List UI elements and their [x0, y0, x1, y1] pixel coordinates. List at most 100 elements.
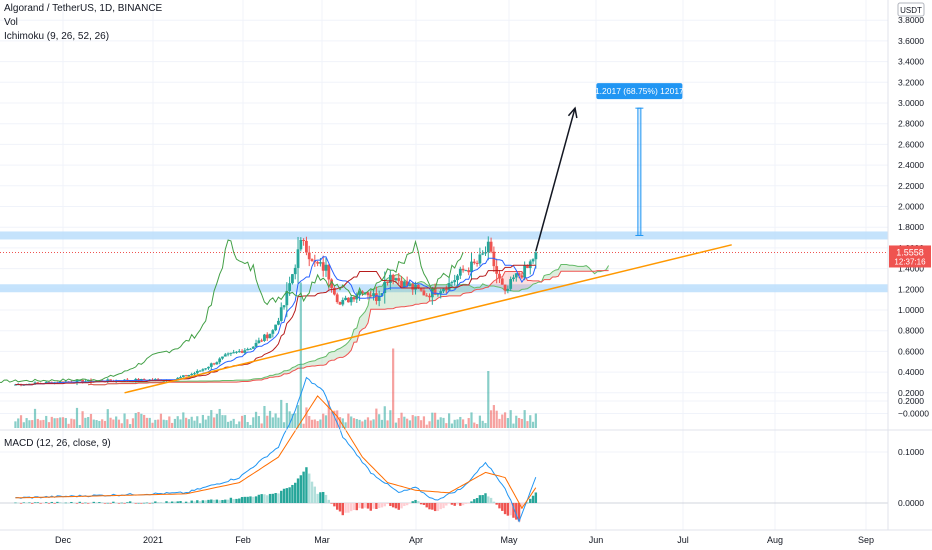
candle-body — [291, 274, 294, 284]
cloud-segment — [351, 329, 354, 351]
volume-bar — [229, 420, 232, 428]
macd-histogram-bar — [226, 499, 230, 503]
volume-bar — [168, 416, 171, 428]
price-axis-label: 0.6000 — [898, 346, 924, 356]
volume-bar — [75, 407, 79, 428]
volume-bar — [431, 412, 434, 428]
volume-bar — [310, 419, 314, 428]
volume-bar — [473, 422, 476, 428]
volume-bar — [246, 422, 249, 428]
volume-bar — [282, 422, 286, 428]
ichimoku-legend[interactable]: Ichimoku (9, 26, 52, 26) — [4, 31, 110, 42]
macd-histogram-bar — [81, 503, 84, 504]
candle-body — [377, 296, 381, 301]
macd-histogram-bar — [168, 501, 171, 503]
candle-body — [257, 340, 261, 343]
time-axis-label: Dec — [55, 535, 72, 545]
macd-histogram-bar — [215, 499, 219, 503]
candle-body — [360, 291, 364, 294]
macd-histogram-bar — [207, 499, 210, 503]
macd-histogram-bar — [341, 503, 344, 516]
time-axis-label: Sep — [858, 535, 874, 545]
candle-body — [467, 270, 471, 273]
volume-bar — [103, 420, 107, 428]
volume-bar — [434, 412, 437, 428]
candle-body — [408, 284, 412, 286]
candle-body — [394, 278, 398, 281]
volume-bar — [358, 419, 361, 428]
volume-bar — [467, 418, 470, 428]
volume-bar — [503, 412, 507, 428]
cloud-segment — [323, 356, 327, 366]
macd-histogram-bar — [475, 498, 479, 503]
price-axis-label: 1.8000 — [898, 222, 924, 232]
macd-histogram-bar — [461, 503, 465, 506]
macd-histogram-bar — [47, 503, 51, 504]
candle-body — [240, 351, 244, 353]
macd-histogram-bar — [534, 492, 538, 503]
candle-body — [218, 358, 222, 363]
price-axis-label: 3.2000 — [898, 77, 924, 87]
volume-bar — [95, 420, 98, 428]
candle-body — [321, 262, 325, 271]
drawings[interactable]: 1.2017 (68.75%) 12017 — [124, 83, 732, 394]
macd-histogram-bar — [296, 478, 300, 503]
volume-bar — [143, 414, 146, 428]
symbol-title[interactable]: Algorand / TetherUS, 1D, BINANCE — [4, 3, 163, 14]
candle-body — [492, 251, 496, 267]
macd-histogram-bar — [64, 502, 67, 504]
macd-histogram-bar — [196, 500, 199, 503]
volume-bar — [257, 416, 260, 428]
macd-histogram-bar — [397, 503, 400, 510]
cloud-segment — [337, 348, 340, 359]
volume-bar — [448, 413, 451, 428]
volume-bar — [19, 415, 23, 428]
price-axis-label: 0.4000 — [898, 367, 924, 377]
candle-body — [346, 297, 350, 303]
candle-body — [358, 291, 361, 296]
volume-bar — [277, 417, 280, 428]
vol-legend[interactable]: Vol — [4, 17, 18, 28]
volume-bar — [45, 415, 48, 428]
volume-bar — [238, 421, 241, 428]
macd-histogram-bar — [271, 493, 275, 503]
macd-histogram-bar — [263, 494, 266, 503]
candle-body — [195, 370, 199, 374]
volume-bar — [67, 423, 70, 428]
candle-body — [324, 264, 328, 271]
macd-histogram-bar — [428, 503, 431, 510]
candle-body — [246, 349, 250, 351]
candle-body — [332, 287, 336, 295]
volume-bar — [336, 410, 339, 428]
currency-badge-box — [897, 2, 925, 17]
macd-histogram-bar — [450, 503, 454, 505]
macd-histogram-bar — [347, 503, 350, 513]
macd-histogram-bar — [232, 499, 235, 503]
candle-body — [500, 278, 504, 285]
macd-histogram-bar — [212, 499, 216, 503]
price-axis-label: 3.6000 — [898, 36, 924, 46]
macd-legend[interactable]: MACD (12, 26, close, 9) — [4, 438, 111, 449]
signal-line — [15, 395, 537, 510]
cloud-segment — [359, 314, 363, 332]
macd-histogram-bar — [201, 500, 205, 503]
volume-bar — [341, 418, 344, 428]
candle-body — [268, 333, 272, 339]
macd-histogram-bar — [179, 501, 182, 503]
volume-bar — [185, 417, 188, 428]
price-axis-label: 3.8000 — [898, 15, 924, 25]
volume-bar — [207, 415, 210, 428]
macd-histogram-bar — [380, 503, 384, 508]
volume-bar — [221, 415, 224, 428]
macd-histogram-bar — [249, 496, 252, 503]
macd-histogram-bar — [442, 503, 445, 509]
macd-histogram-bar — [294, 482, 297, 503]
cloud-segment — [331, 351, 335, 361]
candle-body — [293, 267, 297, 275]
price-axis-label: 2.0000 — [898, 202, 924, 212]
macd-histogram-bar — [190, 500, 193, 503]
price-axis-label: 2.8000 — [898, 119, 924, 129]
price-axis-label: 2.2000 — [898, 181, 924, 191]
volume-bar — [436, 419, 440, 428]
candle-body — [372, 293, 375, 297]
